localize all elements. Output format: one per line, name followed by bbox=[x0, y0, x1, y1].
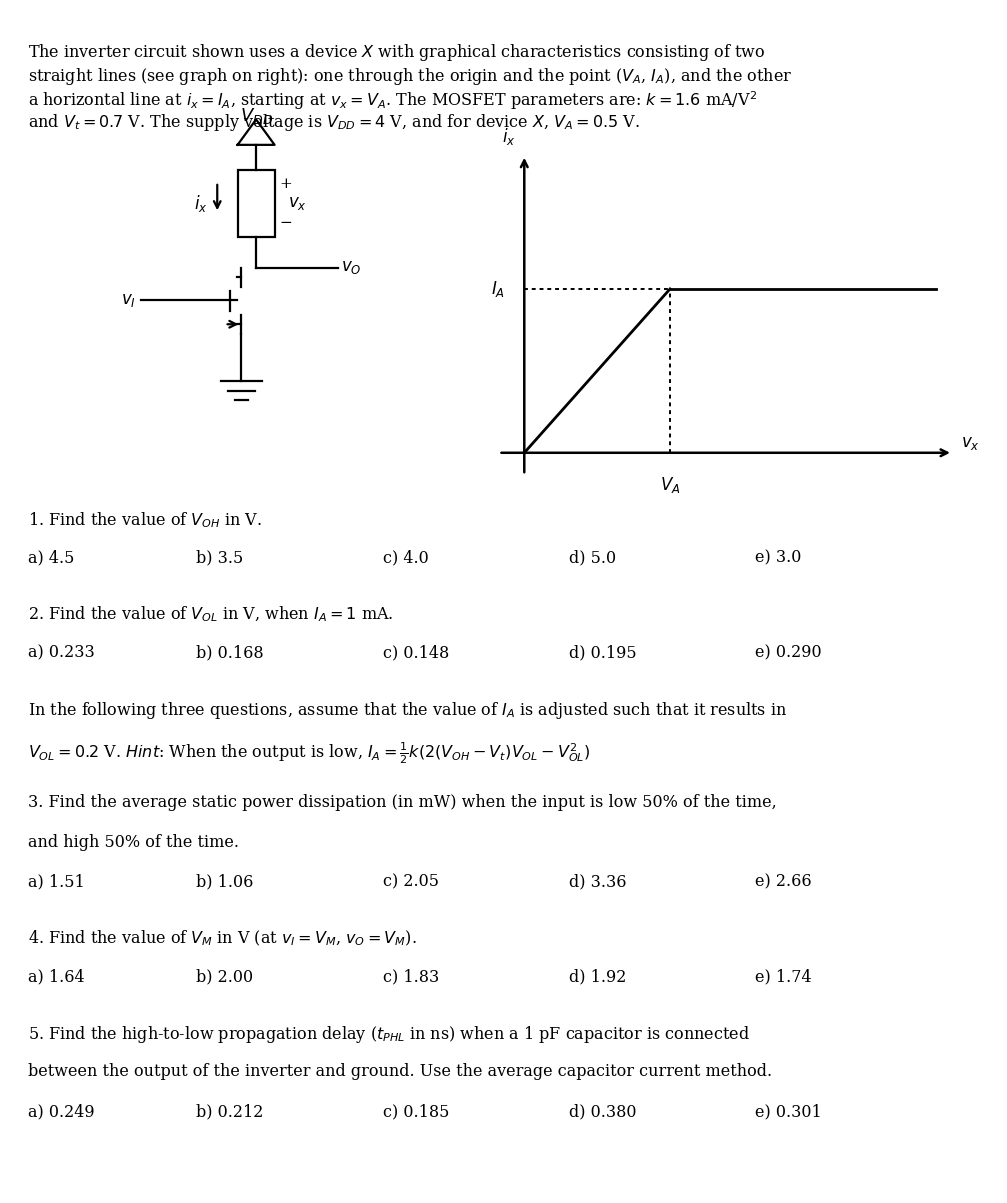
Text: 5. Find the high-to-low propagation delay ($t_{PHL}$ in ns) when a 1 pF capacito: 5. Find the high-to-low propagation dela… bbox=[28, 1024, 750, 1044]
Text: b) 0.168: b) 0.168 bbox=[196, 645, 264, 662]
Text: d) 1.92: d) 1.92 bbox=[569, 968, 626, 985]
Text: e) 0.301: e) 0.301 bbox=[755, 1103, 822, 1120]
Text: $v_x$: $v_x$ bbox=[962, 435, 980, 452]
Text: c) 1.83: c) 1.83 bbox=[383, 968, 439, 985]
Text: b) 2.00: b) 2.00 bbox=[196, 968, 254, 985]
Text: b) 0.212: b) 0.212 bbox=[196, 1103, 264, 1120]
Text: $V_{DD}$: $V_{DD}$ bbox=[240, 106, 273, 126]
Text: e) 0.290: e) 0.290 bbox=[755, 645, 822, 662]
Text: d) 0.380: d) 0.380 bbox=[569, 1103, 636, 1120]
Text: a) 4.5: a) 4.5 bbox=[28, 550, 75, 567]
Text: c) 0.148: c) 0.148 bbox=[383, 645, 449, 662]
Text: In the following three questions, assume that the value of $I_A$ is adjusted suc: In the following three questions, assume… bbox=[28, 700, 787, 721]
Text: c) 4.0: c) 4.0 bbox=[383, 550, 428, 567]
Text: $I_A$: $I_A$ bbox=[491, 279, 506, 298]
Text: between the output of the inverter and ground. Use the average capacitor current: between the output of the inverter and g… bbox=[28, 1063, 772, 1080]
Text: $V_A$: $V_A$ bbox=[660, 475, 681, 496]
Text: and high 50% of the time.: and high 50% of the time. bbox=[28, 834, 240, 851]
Text: a horizontal line at $i_x = I_A$, starting at $v_x = V_A$. The MOSFET parameters: a horizontal line at $i_x = I_A$, starti… bbox=[28, 89, 757, 112]
Text: b) 3.5: b) 3.5 bbox=[196, 550, 244, 567]
Text: c) 2.05: c) 2.05 bbox=[383, 873, 439, 890]
Text: d) 3.36: d) 3.36 bbox=[569, 873, 626, 890]
Text: 4. Find the value of $V_M$ in V (at $v_I = V_M$, $v_O = V_M$).: 4. Find the value of $V_M$ in V (at $v_I… bbox=[28, 929, 417, 948]
Text: 2. Find the value of $V_{OL}$ in V, when $I_A = 1$ mA.: 2. Find the value of $V_{OL}$ in V, when… bbox=[28, 605, 394, 624]
Text: $V_{OL} = 0.2$ V. $\mathit{Hint}$: When the output is low, $I_A = \frac{1}{2}k(2: $V_{OL} = 0.2$ V. $\mathit{Hint}$: When … bbox=[28, 740, 591, 765]
Text: e) 2.66: e) 2.66 bbox=[755, 873, 812, 890]
Text: b) 1.06: b) 1.06 bbox=[196, 873, 254, 890]
Text: $v_O$: $v_O$ bbox=[341, 259, 362, 277]
Text: $i_x$: $i_x$ bbox=[194, 192, 208, 214]
Text: $v_x$: $v_x$ bbox=[288, 195, 306, 212]
Text: d) 5.0: d) 5.0 bbox=[569, 550, 616, 567]
Text: e) 3.0: e) 3.0 bbox=[755, 550, 802, 567]
Text: The inverter circuit shown uses a device $X$ with graphical characteristics cons: The inverter circuit shown uses a device… bbox=[28, 42, 765, 63]
Text: a) 0.233: a) 0.233 bbox=[28, 645, 95, 662]
Text: a) 1.51: a) 1.51 bbox=[28, 873, 85, 890]
Text: 3. Find the average static power dissipation (in mW) when the input is low 50% o: 3. Find the average static power dissipa… bbox=[28, 794, 777, 811]
Text: straight lines (see graph on right): one through the origin and the point ($V_A$: straight lines (see graph on right): one… bbox=[28, 65, 793, 87]
Text: $i_x$: $i_x$ bbox=[502, 126, 516, 148]
Text: a) 1.64: a) 1.64 bbox=[28, 968, 85, 985]
Text: and $V_t = 0.7$ V. The supply voltage is $V_{DD} = 4$ V, and for device $X$, $V_: and $V_t = 0.7$ V. The supply voltage is… bbox=[28, 113, 640, 134]
Text: c) 0.185: c) 0.185 bbox=[383, 1103, 449, 1120]
Text: −: − bbox=[279, 215, 292, 230]
Text: 1. Find the value of $V_{OH}$ in V.: 1. Find the value of $V_{OH}$ in V. bbox=[28, 510, 262, 529]
Text: d) 0.195: d) 0.195 bbox=[569, 645, 636, 662]
Bar bbox=[238, 170, 275, 237]
Text: e) 1.74: e) 1.74 bbox=[755, 968, 812, 985]
Text: a) 0.249: a) 0.249 bbox=[28, 1103, 95, 1120]
Text: $v_I$: $v_I$ bbox=[121, 291, 136, 309]
Text: +: + bbox=[279, 177, 292, 191]
